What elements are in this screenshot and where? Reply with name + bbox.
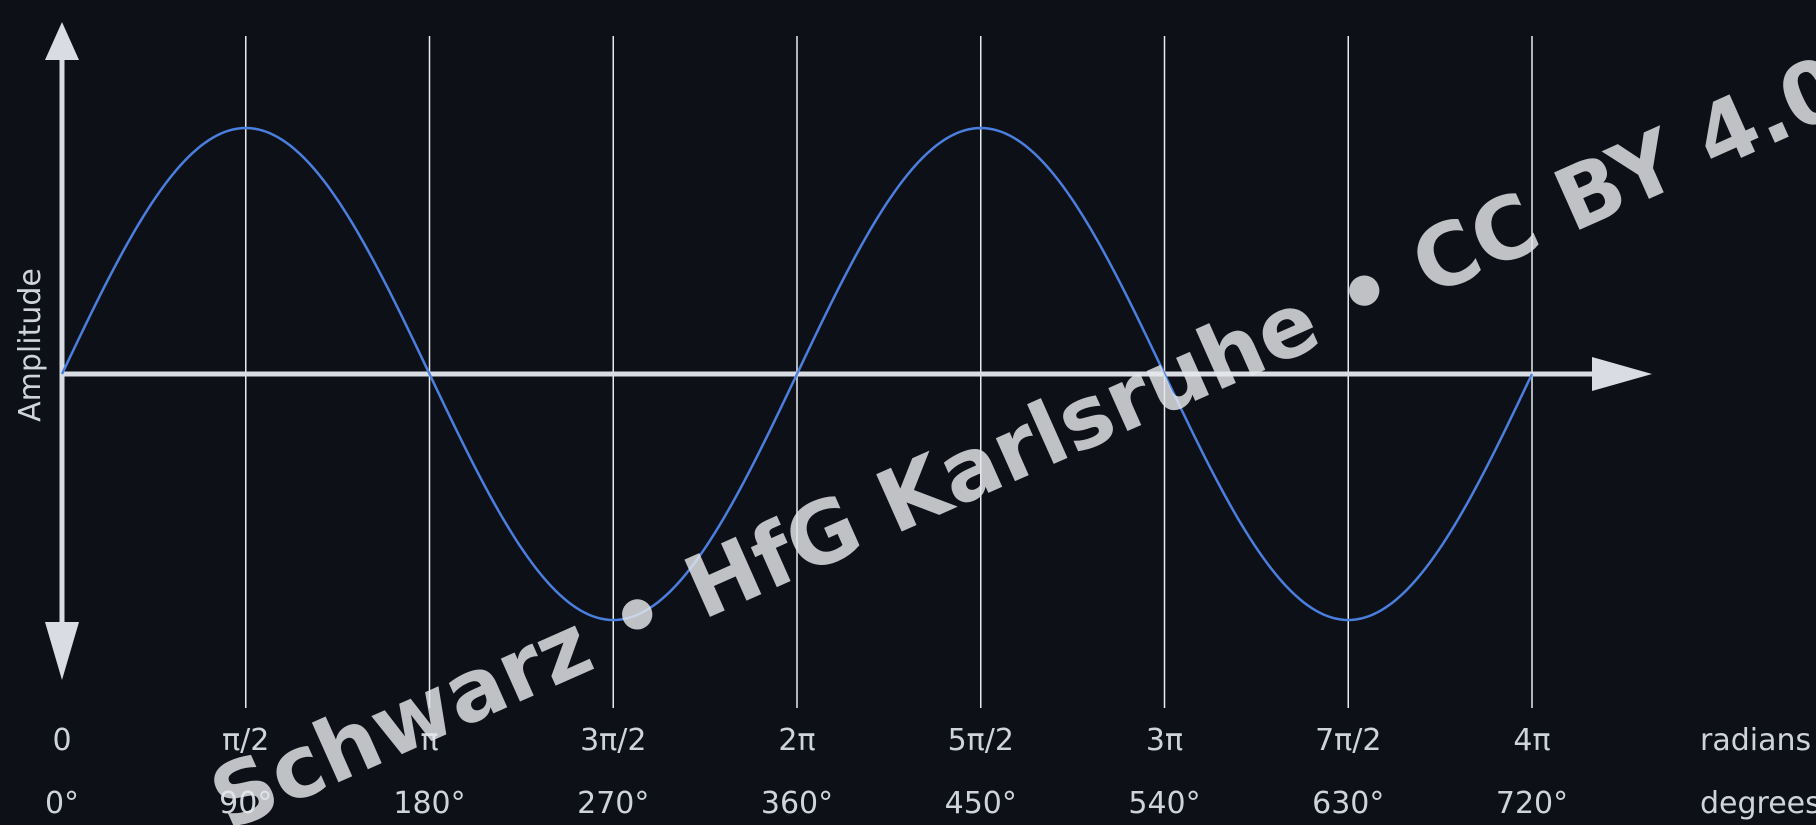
tick-label-radians: 2π	[778, 723, 815, 758]
tick-label-radians: 3π/2	[580, 723, 646, 758]
tick-labels: 0 0° π/2 90° π 180° 3π/2 270° 2π 360° 5π/2 450° 3π 54…	[45, 723, 1568, 821]
x-unit-label-radians: radians	[1700, 723, 1811, 758]
sine-curve	[60, 126, 1534, 622]
watermark: Schwarz • HfG Karlsruhe • CC BY 4.0	[197, 37, 1816, 825]
tick-label-degrees: 720°	[1496, 786, 1568, 821]
tick-label-degrees: 90°	[219, 786, 272, 821]
x-unit-label-degrees: degrees	[1700, 786, 1816, 821]
tick-label-radians: 0	[52, 723, 71, 758]
x-axis-arrow	[1592, 357, 1652, 391]
tick-label-degrees: 630°	[1312, 786, 1384, 821]
y-axis-label: Amplitude	[13, 268, 48, 422]
tick-label-radians: π	[420, 723, 438, 758]
tick-label-radians: 3π	[1146, 723, 1183, 758]
tick-label-degrees: 180°	[393, 786, 465, 821]
tick-label-degrees: 0°	[45, 786, 79, 821]
tick-label-radians: 5π/2	[948, 723, 1014, 758]
y-axis-arrow-down	[45, 622, 79, 680]
axes	[45, 22, 1652, 680]
tick-label-radians: 4π	[1513, 723, 1550, 758]
tick-label-radians: 7π/2	[1315, 723, 1381, 758]
tick-label-degrees: 360°	[761, 786, 833, 821]
y-axis-arrow-up	[45, 22, 79, 60]
tick-label-degrees: 450°	[945, 786, 1017, 821]
tick-label-radians: π/2	[222, 723, 269, 758]
tick-label-degrees: 270°	[577, 786, 649, 821]
tick-label-degrees: 540°	[1128, 786, 1200, 821]
